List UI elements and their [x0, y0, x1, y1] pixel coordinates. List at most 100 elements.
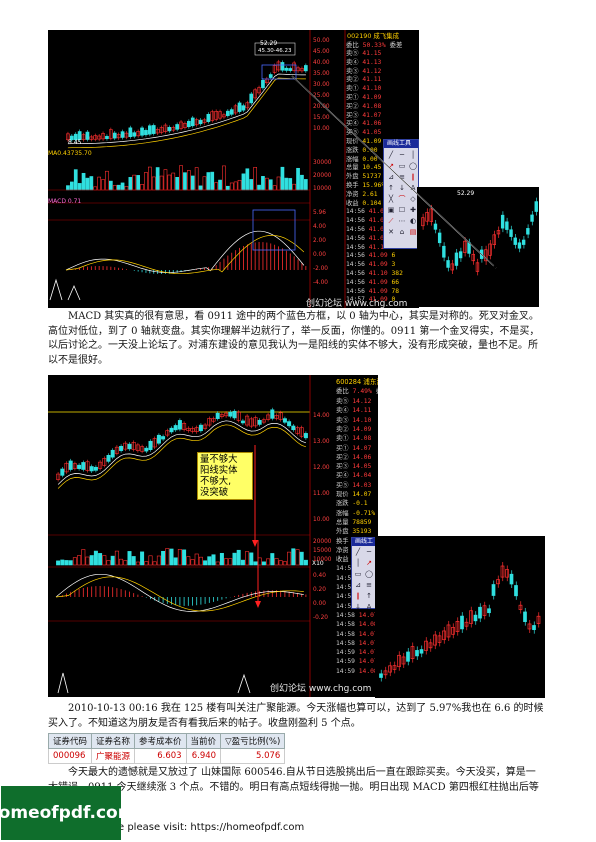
candle-body: [280, 62, 285, 71]
draw-tool-icon[interactable]: ⟋: [388, 217, 394, 225]
watermark: 创幻论坛 www.chg.com: [306, 299, 408, 308]
ask-row: 卖② 41.11: [346, 76, 382, 84]
draw-tool-icon[interactable]: ▣: [387, 206, 395, 214]
draw-tool-icon[interactable]: ↓: [399, 184, 405, 192]
volume-bar: [210, 171, 215, 191]
homeofpdf-logo[interactable]: homeofpdf.com: [0, 786, 135, 840]
axis-tick-label: -2.00: [313, 266, 328, 272]
candle-body: [110, 449, 115, 458]
draw-tool-icon[interactable]: ≡: [366, 581, 372, 589]
volume-bar: [72, 557, 77, 566]
candle-body: [284, 67, 289, 71]
draw-tool-icon[interactable]: ↗: [366, 559, 372, 567]
volume-bar: [148, 555, 153, 566]
volume-bar: [119, 558, 124, 566]
footer-link[interactable]: e please visit: https://homeofpdf.com: [118, 822, 305, 833]
draw-tool-icon[interactable]: │: [410, 151, 416, 159]
draw-tool-icon[interactable]: ◯: [365, 570, 373, 578]
weibi-row-2: 委比 7.49% 委差: [336, 387, 378, 395]
volume-bar: [219, 552, 224, 566]
candle-body: [232, 410, 237, 419]
draw-tool-icon[interactable]: ╱: [355, 548, 361, 556]
draw-tool-icon[interactable]: ⌂: [399, 228, 405, 236]
tick-row: 14:59 14.08: [336, 667, 378, 675]
holdings-cell: 000096: [47, 748, 93, 764]
volume-bar: [190, 559, 195, 566]
zoom-candle: [496, 579, 500, 585]
volume-bar: [190, 175, 195, 191]
draw-tool-icon[interactable]: ⋯: [398, 217, 406, 225]
draw-tool-icon[interactable]: ↓: [355, 603, 361, 611]
draw-tool-icon[interactable]: ─: [399, 151, 405, 159]
draw-tool-icon[interactable]: ╳: [388, 195, 394, 203]
tick-row: 14:59 14.07: [336, 649, 378, 657]
volume-bar: [124, 186, 129, 191]
draw-tool-icon[interactable]: ✕: [388, 228, 394, 236]
drawing-toolbox-2[interactable]: 画线工 ╱ ─ │ ↗ ▭ ◯ ⊿ ≡ ∥ ↑ ↓ A: [351, 537, 377, 611]
holdings-header[interactable]: 证券代码: [47, 733, 93, 749]
holdings-header[interactable]: 当前价: [185, 733, 222, 749]
candle-body: [144, 447, 149, 452]
drawing-toolbox[interactable]: 画线工具 ╱ ─ │ ↗ ▭ ◯ ⊿ ≡ ∥ ↑ ↓ A ╳ ⌒ ◇ ▣ ☐ ✚ ⟋ ⋯ ◐ ✕ ⌂ ▤: [383, 139, 419, 249]
candle-body: [233, 105, 238, 114]
volume-bar: [274, 558, 279, 566]
draw-tool-icon[interactable]: ∥: [411, 173, 415, 181]
volume-bar: [81, 172, 86, 191]
draw-tool-icon[interactable]: ≡: [399, 173, 405, 181]
axis-tick-label: 15.00: [313, 115, 330, 121]
draw-tool-icon[interactable]: ╱: [388, 151, 394, 159]
ask-row: 卖① 14.08: [336, 435, 372, 443]
draw-tool-icon[interactable]: ↑: [366, 592, 372, 600]
holdings-header[interactable]: 参考成本价: [134, 733, 187, 749]
draw-tool-icon[interactable]: ⊿: [355, 581, 361, 589]
zoom-candle: [433, 634, 437, 646]
volume-bar: [106, 560, 111, 566]
zoom-candle: [487, 608, 491, 614]
candle-body: [303, 433, 308, 439]
candle-body: [85, 461, 90, 471]
zoom-candle: [518, 604, 523, 610]
volume-bar: [253, 561, 258, 566]
volume-bar: [233, 181, 238, 191]
stat-row: 外盘 35193: [336, 528, 372, 536]
volume-bar: [272, 185, 277, 191]
volume-bar: [268, 179, 273, 191]
volume-bar: [229, 182, 234, 191]
volume-bar: [101, 179, 105, 191]
draw-tool-icon[interactable]: ↗: [388, 162, 394, 170]
volume-bar: [73, 169, 78, 191]
volume-bar: [206, 172, 211, 191]
volume-bar: [116, 184, 121, 191]
zoom-candle: [415, 650, 419, 657]
dif-line: [65, 230, 305, 273]
draw-tool-icon[interactable]: A: [366, 603, 372, 611]
draw-tool-icon[interactable]: ▭: [398, 162, 406, 170]
candle-body: [241, 105, 246, 111]
draw-tool-icon[interactable]: ⊿: [388, 173, 394, 181]
volume-bar: [249, 552, 254, 566]
holdings-header[interactable]: ▽盈亏比例(%): [220, 733, 286, 749]
holdings-header[interactable]: 证券名称: [91, 733, 136, 749]
draw-tool-icon[interactable]: ▭: [354, 570, 362, 578]
volume-bar: [77, 183, 82, 191]
zoom-candle: [534, 201, 538, 212]
zoom-candle: [428, 642, 433, 649]
axis-tick-label: 10000: [313, 557, 332, 563]
tick-row: 14:58 14.07: [336, 611, 378, 619]
candle-body: [93, 135, 98, 140]
stat-row: 现价 14.07: [336, 491, 372, 498]
volume-bar: [224, 558, 229, 566]
draw-tool-icon[interactable]: ◯: [409, 162, 417, 170]
draw-tool-icon[interactable]: ∥: [356, 592, 360, 600]
zoom-candle: [521, 239, 526, 245]
volume-bar: [110, 555, 115, 566]
draw-tool-icon[interactable]: ─: [366, 548, 372, 556]
bid-row: 买② 41.08: [346, 102, 382, 110]
draw-tool-icon[interactable]: ☐: [398, 206, 406, 214]
volume-bar: [194, 167, 199, 191]
draw-tool-icon[interactable]: ↑: [388, 184, 394, 192]
volume-bar: [288, 178, 293, 191]
low-label: 8.45: [68, 139, 82, 146]
draw-tool-icon[interactable]: │: [355, 559, 361, 567]
draw-tool-icon[interactable]: ⌒: [398, 195, 406, 203]
